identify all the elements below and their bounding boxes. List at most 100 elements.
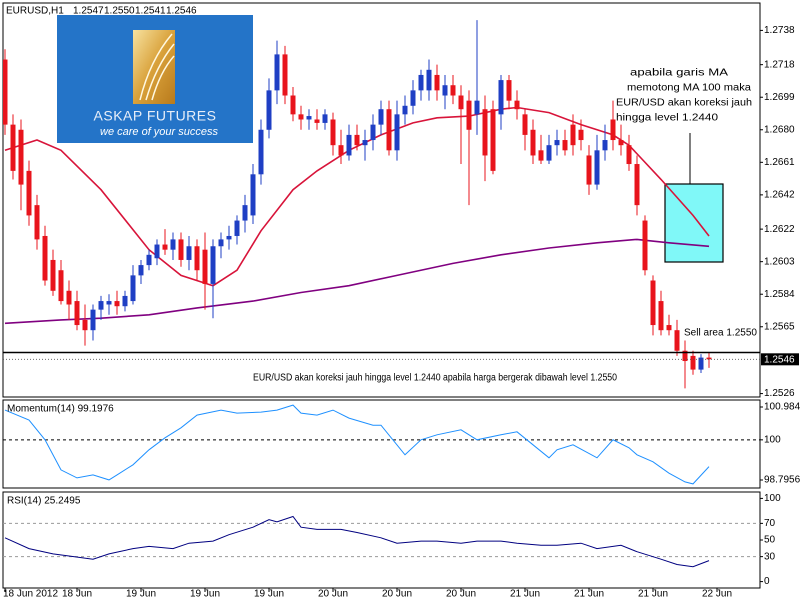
header-value: 1.2550 — [104, 6, 135, 17]
candle-body — [618, 140, 624, 146]
candle-body — [34, 205, 40, 240]
candle-body — [26, 170, 32, 216]
candle-body — [250, 174, 256, 216]
candle-body — [522, 114, 528, 135]
momentum-plot — [3, 404, 760, 485]
y-tick-label: 1.2661 — [764, 157, 795, 168]
candle-body — [186, 246, 192, 260]
candle-body — [98, 301, 104, 310]
candle-body — [66, 290, 72, 305]
header-value: 1.2541 — [135, 6, 166, 17]
header-value: 1.2547 — [73, 6, 104, 17]
candle-body — [306, 116, 312, 120]
candle-body — [474, 100, 480, 115]
pane-title: Momentum(14) 99.1976 — [7, 404, 114, 415]
candle-body — [290, 95, 296, 115]
candle-body — [666, 325, 672, 331]
candle-body — [426, 69, 432, 91]
logo-tagline: we care of your success — [100, 126, 218, 138]
y-tick-label: 1.2584 — [764, 289, 795, 300]
y-tick-label: 100 — [764, 493, 781, 504]
candle-body — [258, 129, 264, 175]
candle-body — [330, 119, 336, 146]
candle-body — [202, 249, 208, 284]
y-tick-label: 1.2526 — [764, 388, 795, 399]
candle-body — [626, 145, 632, 165]
annotation: EUR/USD akan koreksi jauh hingga level 1… — [253, 373, 617, 384]
y-tick-label: 1.2603 — [764, 256, 795, 267]
x-tick-label: 20 Jun — [382, 589, 412, 600]
candle-body — [530, 129, 536, 156]
candle-body — [386, 109, 392, 151]
y-tick-label: 98.7956 — [764, 475, 800, 486]
candle-body — [282, 54, 288, 96]
logo: ASKAP FUTURES we care of your success — [57, 15, 253, 143]
moving-average — [4, 238, 710, 325]
candle-body — [114, 301, 120, 307]
candle-body — [154, 244, 160, 259]
candle-body — [402, 105, 408, 115]
x-tick-label: 18 Jun — [62, 589, 92, 600]
candle-body — [466, 100, 472, 130]
candle-body — [634, 164, 640, 206]
logo-name: ASKAP FUTURES — [94, 108, 217, 124]
candle-body — [658, 301, 664, 331]
y-tick-label: 100 — [764, 434, 781, 445]
x-tick-label: 22 Jun — [702, 589, 732, 600]
candle-body — [234, 220, 240, 236]
candle-body — [74, 301, 80, 326]
y-tick-label: 100.9844 — [764, 402, 800, 413]
y-tick-label: 1.2718 — [764, 59, 795, 70]
current-price-label: 1.2546 — [764, 354, 795, 365]
candle-body — [274, 54, 280, 91]
x-tick-label: 21 Jun — [510, 589, 540, 600]
candle-body — [594, 150, 600, 185]
candle-body — [346, 134, 352, 156]
x-tick-label: 20 Jun — [318, 589, 348, 600]
candle-body — [178, 239, 184, 260]
annotation: memotong MA 100 maka — [627, 83, 751, 94]
candle-body — [18, 129, 24, 185]
overlay: apabila garis MA memotong MA 100 maka EU… — [3, 6, 800, 600]
candle-body — [434, 74, 440, 91]
candle-body — [338, 145, 344, 156]
candle-body — [546, 145, 552, 161]
rsi-pane — [2, 491, 761, 589]
candle-body — [42, 235, 48, 281]
x-tick-label: 19 Jun — [126, 589, 156, 600]
header-value: 1.2546 — [166, 6, 197, 17]
candle-body — [170, 239, 176, 250]
candle-body — [50, 259, 56, 291]
candle-body — [418, 74, 424, 91]
candle-body — [394, 114, 400, 151]
y-tick-label: 50 — [764, 535, 776, 546]
y-tick-label: 1.2738 — [764, 25, 795, 36]
candle-body — [610, 119, 616, 141]
candle-body — [90, 309, 96, 331]
candle-body — [3, 59, 8, 125]
candle-body — [298, 114, 304, 120]
candle-body — [690, 355, 696, 370]
y-tick-label: 70 — [764, 518, 776, 529]
logo-icon-lines — [139, 33, 175, 101]
candle-body — [562, 140, 568, 151]
candle-body — [602, 140, 608, 151]
y-tick-label: 1.2699 — [764, 92, 795, 103]
candle-body — [362, 140, 368, 146]
x-tick-label: 18 Jun 2012 — [3, 589, 58, 600]
candle-body — [138, 265, 144, 276]
candle-body — [354, 134, 360, 146]
candle-body — [266, 90, 272, 130]
candle-body — [122, 295, 128, 307]
candle-body — [370, 124, 376, 141]
candle-body — [146, 254, 152, 266]
candle-body — [506, 80, 512, 101]
candle-body — [314, 119, 320, 123]
candle-body — [514, 100, 520, 110]
pane-title: RSI(14) 25.2495 — [7, 496, 81, 507]
annotation: apabila garis MA — [630, 68, 728, 79]
highlight-box — [664, 183, 724, 263]
candle-body — [58, 270, 64, 302]
y-tick-label: 0 — [764, 576, 770, 587]
annotation: EUR/USD akan koreksi jauh — [616, 98, 752, 109]
